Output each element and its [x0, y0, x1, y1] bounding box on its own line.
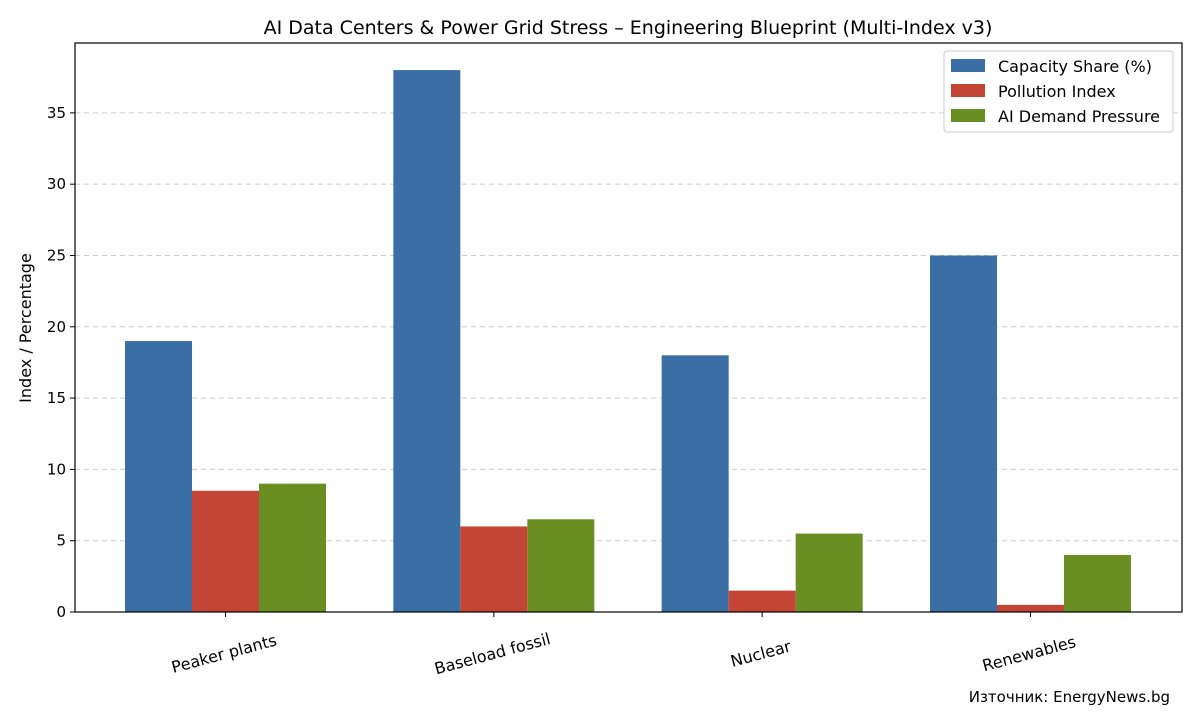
legend: Capacity Share (%) Pollution Index AI Dema…: [943, 50, 1174, 133]
legend-swatch: [951, 84, 985, 97]
plot-frame: [74, 42, 1183, 613]
y-tick-label: 15: [47, 389, 66, 407]
bars: [125, 70, 1131, 613]
x-tick-label: Peaker plants: [169, 631, 278, 677]
y-tick-label: 20: [47, 318, 66, 336]
y-tick-label: 0: [56, 603, 66, 621]
legend-label: Capacity Share (%): [998, 57, 1152, 76]
y-tick-label: 35: [47, 104, 66, 122]
x-tick-label: Baseload fossil: [432, 629, 552, 678]
bar-renewables-pollution-index: [996, 604, 1064, 612]
chart-title: AI Data Centers & Power Grid Stress – En…: [264, 17, 993, 39]
gridlines: [75, 112, 1182, 542]
y-tick-label: 10: [47, 460, 66, 478]
bar-peaker-plants-ai-demand-pressure: [259, 483, 326, 612]
bar-baseload-fossil-ai-demand-pressure: [527, 519, 595, 612]
y-axis-ticks: 0 5 10 15 20 25 30 35: [47, 104, 75, 621]
legend-swatch: [951, 109, 985, 122]
legend-box: [943, 50, 1174, 133]
legend-label: Pollution Index: [998, 82, 1116, 101]
bar-nuclear-pollution-index: [728, 590, 796, 612]
source-note: Източник: EnergyNews.bg: [968, 688, 1170, 706]
x-tick-label: Renewables: [980, 632, 1078, 675]
x-tick-label: Nuclear: [729, 636, 794, 670]
bar-baseload-fossil-pollution-index: [460, 526, 528, 612]
bar-renewables-capacity-share: [929, 255, 997, 612]
y-tick-label: 30: [47, 175, 66, 193]
bar-baseload-fossil-capacity-share: [393, 70, 461, 613]
bar-renewables-ai-demand-pressure: [1063, 554, 1131, 612]
y-axis-label: Index / Percentage: [16, 253, 35, 403]
bar-peaker-plants-capacity-share: [125, 341, 192, 612]
legend-swatch: [951, 59, 985, 72]
x-axis-ticks: Peaker plants Baseload fossil Nuclear Renew…: [169, 612, 1078, 678]
y-tick-label: 5: [56, 532, 66, 550]
y-tick-label: 25: [47, 246, 66, 264]
bar-nuclear-capacity-share: [661, 355, 729, 612]
legend-label: AI Demand Pressure: [998, 107, 1160, 126]
bar-peaker-plants-pollution-index: [192, 490, 259, 612]
bar-nuclear-ai-demand-pressure: [795, 533, 863, 612]
